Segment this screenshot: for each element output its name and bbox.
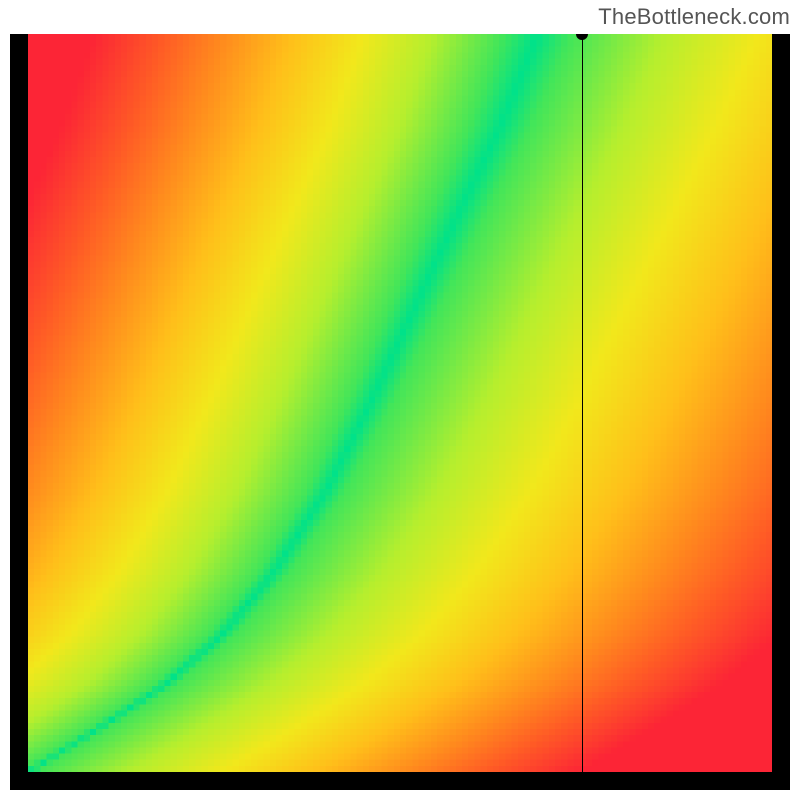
plot-area: [28, 34, 772, 772]
watermark-text: TheBottleneck.com: [598, 4, 790, 30]
plot-frame: [10, 34, 790, 790]
heatmap-canvas: [28, 34, 772, 772]
marker-vertical-line: [582, 34, 583, 772]
